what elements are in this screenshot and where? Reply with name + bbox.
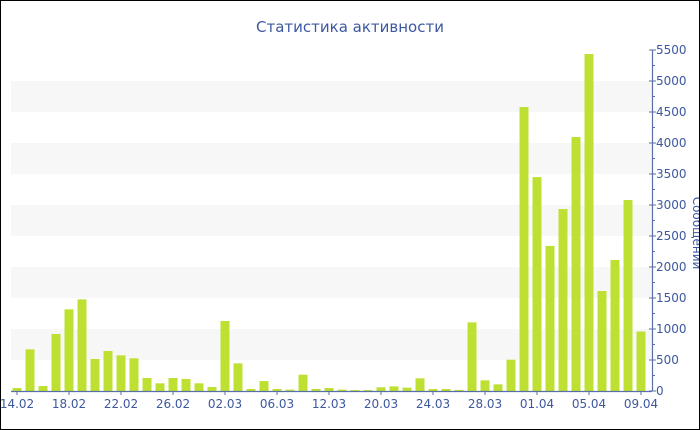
bar [272, 389, 282, 391]
bar [246, 389, 256, 391]
bar [233, 363, 243, 391]
bar [12, 388, 22, 391]
bar [116, 355, 126, 391]
bar [38, 385, 48, 391]
bar [597, 290, 607, 391]
x-tick-label: 14.02 [1, 397, 34, 411]
grid-band [11, 205, 652, 236]
bar [441, 389, 451, 391]
bar [519, 107, 529, 391]
bar [337, 389, 347, 391]
bar [25, 349, 35, 391]
y-tick-label: 2000 [656, 260, 687, 274]
bar [545, 245, 555, 391]
y-tick-label: 2500 [656, 229, 687, 243]
bar [428, 389, 438, 391]
bar [324, 388, 334, 391]
bar [103, 351, 113, 391]
bar [402, 387, 412, 391]
x-tick-label: 02.03 [208, 397, 242, 411]
y-tick-label: 5000 [656, 74, 687, 88]
grid-band [11, 143, 652, 174]
bar [311, 389, 321, 391]
x-tick-label: 09.04 [624, 397, 658, 411]
bar [90, 359, 100, 391]
bar [480, 380, 490, 391]
y-tick-label: 3000 [656, 198, 687, 212]
x-tick-label: 18.02 [52, 397, 86, 411]
y-tick-label: 1500 [656, 291, 687, 305]
grid-band [11, 81, 652, 112]
x-tick-label: 05.04 [572, 397, 606, 411]
bars [12, 54, 646, 391]
bar [194, 383, 204, 391]
bar [181, 378, 191, 391]
bar [558, 209, 568, 391]
bar [77, 299, 87, 391]
y-tick-label: 0 [656, 384, 664, 398]
bar [51, 334, 61, 391]
x-tick-label: 20.03 [364, 397, 398, 411]
bar [389, 386, 399, 391]
bar [350, 390, 360, 391]
grid-band [11, 267, 652, 298]
x-tick-label: 22.02 [104, 397, 138, 411]
bar [142, 377, 152, 391]
bar [636, 331, 646, 391]
chart-title: Статистика активности [256, 18, 444, 36]
bar [168, 377, 178, 391]
bar [454, 390, 464, 391]
y-tick-label: 5500 [656, 43, 687, 57]
grid-band [11, 329, 652, 360]
bar [584, 54, 594, 391]
y-tick-label: 4500 [656, 105, 687, 119]
x-axis: 14.02 18.02 22.02 26.02 02.03 06.03 12.03 20.03… [1, 390, 658, 411]
x-tick-label: 01.04 [520, 397, 554, 411]
y-tick-label: 500 [656, 353, 679, 367]
bar [298, 374, 308, 391]
bar [623, 200, 633, 391]
bar [259, 381, 269, 391]
bar [493, 384, 503, 391]
x-tick-label: 06.03 [260, 397, 294, 411]
bar [506, 359, 516, 391]
y-axis-label: Сообщений [690, 197, 700, 270]
grid-bands [11, 81, 652, 360]
y-tick-label: 1000 [656, 322, 687, 336]
bar [376, 387, 386, 391]
bar [285, 389, 295, 391]
bar [571, 136, 581, 391]
bar [610, 259, 620, 391]
bar [415, 378, 425, 391]
x-tick-label: 12.03 [312, 397, 346, 411]
bar [64, 309, 74, 391]
y-tick-label: 4000 [656, 136, 687, 150]
bar [207, 386, 217, 391]
x-tick-label: 26.02 [156, 397, 190, 411]
bar [467, 322, 477, 391]
bar [532, 177, 542, 391]
y-tick-label: 3500 [656, 167, 687, 181]
bar [363, 390, 373, 391]
bar [129, 358, 139, 391]
x-tick-label: 28.03 [468, 397, 502, 411]
bar [220, 321, 230, 391]
x-tick-label: 24.03 [416, 397, 450, 411]
y-axis: 0 500 1000 1500 2000 2500 3000 3500 4000 4500 5000… [649, 43, 687, 398]
bar [155, 383, 165, 391]
